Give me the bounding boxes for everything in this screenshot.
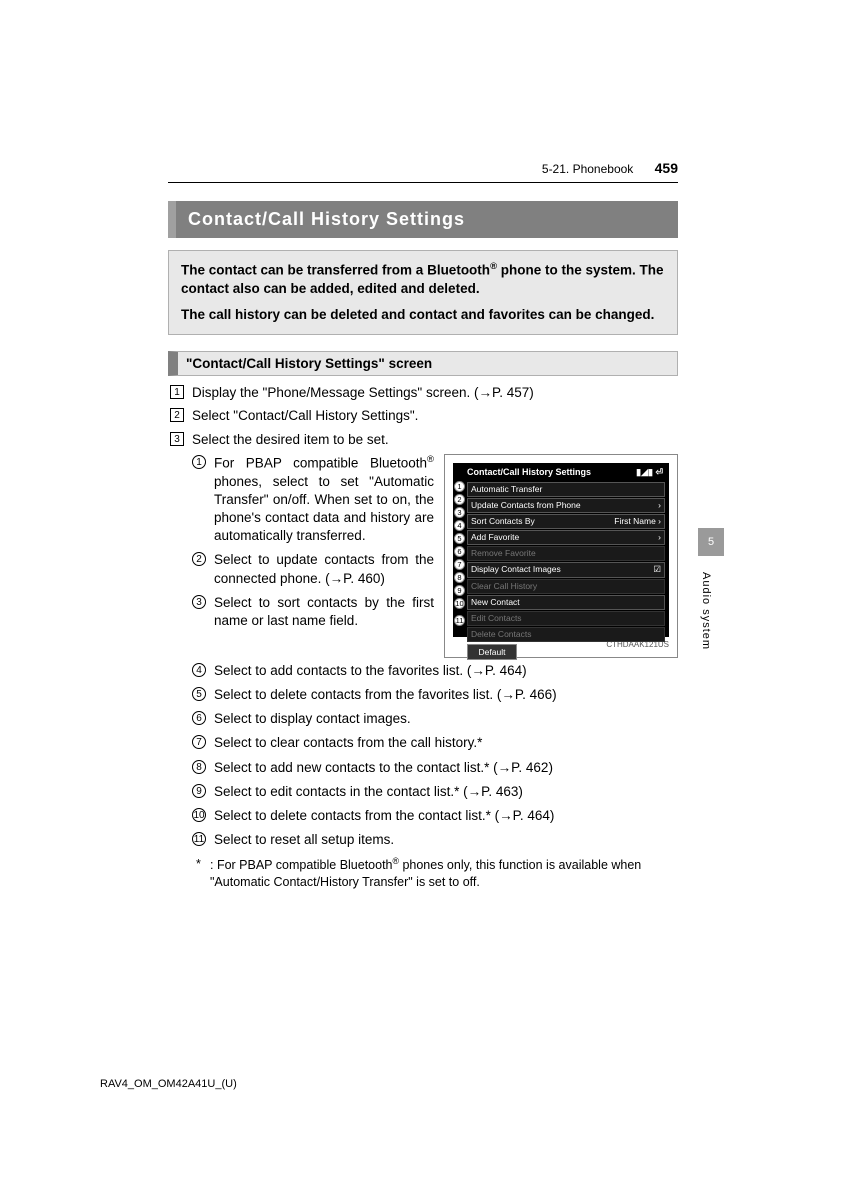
list-item: 9 Select to edit contacts in the contact … bbox=[190, 783, 678, 801]
page-number: 459 bbox=[655, 160, 678, 176]
device-screen: Contact/Call History Settings ▮◢▮ ⏎ Auto… bbox=[453, 463, 669, 637]
step-item: 3 Select the desired item to be set. bbox=[168, 431, 678, 449]
intro-paragraph-2: The call history can be deleted and cont… bbox=[181, 306, 665, 324]
item-marker: 8 bbox=[190, 760, 208, 777]
item-text: Select to edit contacts in the contact l… bbox=[214, 783, 523, 801]
section-subhead: "Contact/Call History Settings" screen bbox=[168, 351, 678, 376]
callout-number: 11 bbox=[454, 615, 465, 626]
callout-number: 4 bbox=[454, 520, 465, 531]
step-text: Select "Contact/Call History Settings". bbox=[192, 407, 418, 425]
callout-number: 8 bbox=[454, 572, 465, 583]
step-list: 1 Display the "Phone/Message Settings" sc… bbox=[168, 384, 678, 449]
item-marker: 10 bbox=[190, 808, 208, 825]
running-head: 5-21. Phonebook 459 bbox=[168, 160, 678, 183]
screenshot-figure: Contact/Call History Settings ▮◢▮ ⏎ Auto… bbox=[444, 454, 678, 658]
registered-mark: ® bbox=[490, 261, 497, 272]
screen-title-text: Contact/Call History Settings bbox=[467, 467, 591, 478]
callout-number: 6 bbox=[454, 546, 465, 557]
step-text: Select the desired item to be set. bbox=[192, 431, 389, 449]
item-text: Select to add contacts to the favorites … bbox=[214, 662, 527, 680]
menu-row: Display Contact Images☑ bbox=[467, 562, 665, 578]
step-text: Display the "Phone/Message Settings" scr… bbox=[192, 384, 534, 402]
item-marker: 3 bbox=[190, 595, 208, 630]
item-marker: 9 bbox=[190, 784, 208, 801]
figure-wrapper: Contact/Call History Settings ▮◢▮ ⏎ Auto… bbox=[444, 454, 678, 658]
asterisk-mark: * bbox=[196, 856, 210, 891]
item-text: Select to update contacts from the conne… bbox=[214, 551, 434, 587]
list-item: 2Select to update contacts from the conn… bbox=[190, 551, 434, 587]
chapter-label: Audio system bbox=[700, 572, 712, 650]
page-title: Contact/Call History Settings bbox=[168, 201, 678, 238]
list-item: 7 Select to clear contacts from the call … bbox=[190, 734, 678, 752]
list-item: 5 Select to delete contacts from the favo… bbox=[190, 686, 678, 704]
list-item: 3Select to sort contacts by the first na… bbox=[190, 594, 434, 630]
intro-paragraph-1: The contact can be transferred from a Bl… bbox=[181, 261, 665, 298]
menu-row: New Contact bbox=[467, 595, 665, 610]
callout-number: 10 bbox=[454, 598, 465, 609]
callout-number: 5 bbox=[454, 533, 465, 544]
menu-row: Edit Contacts bbox=[467, 611, 665, 626]
footnote-text: : For PBAP compatible Bluetooth® phones … bbox=[210, 856, 678, 891]
list-item: 10 Select to delete contacts from the con… bbox=[190, 807, 678, 825]
menu-row: Add Favorite› bbox=[467, 530, 665, 545]
menu-row: Update Contacts from Phone› bbox=[467, 498, 665, 513]
chapter-tab: 5 bbox=[698, 528, 724, 556]
list-item: 8 Select to add new contacts to the conta… bbox=[190, 759, 678, 777]
item-marker: 2 bbox=[190, 552, 208, 587]
page-content: 5-21. Phonebook 459 Contact/Call History… bbox=[168, 160, 678, 890]
item-text: Select to delete contacts from the conta… bbox=[214, 807, 554, 825]
step-marker: 3 bbox=[168, 432, 186, 449]
step-marker: 2 bbox=[168, 408, 186, 425]
callout-number: 1 bbox=[454, 481, 465, 492]
callout-number: 2 bbox=[454, 494, 465, 505]
list-item: 1For PBAP compatible Bluetooth® phones, … bbox=[190, 454, 434, 546]
menu-row: Sort Contacts ByFirst Name › bbox=[467, 514, 665, 529]
step-item: 2 Select "Contact/Call History Settings". bbox=[168, 407, 678, 425]
list-item: 4 Select to add contacts to the favorites… bbox=[190, 662, 678, 680]
callout-number: 3 bbox=[454, 507, 465, 518]
item-marker: 5 bbox=[190, 687, 208, 704]
callout-number: 7 bbox=[454, 559, 465, 570]
intro-box: The contact can be transferred from a Bl… bbox=[168, 250, 678, 335]
screen-title-bar: Contact/Call History Settings ▮◢▮ ⏎ bbox=[467, 467, 665, 478]
callout-number: 9 bbox=[454, 585, 465, 596]
item-marker: 11 bbox=[190, 832, 208, 849]
item-marker: 1 bbox=[190, 455, 208, 546]
item-text: Select to sort contacts by the first nam… bbox=[214, 594, 434, 630]
two-column-row: 1For PBAP compatible Bluetooth® phones, … bbox=[168, 454, 678, 658]
item-text: Select to add new contacts to the contac… bbox=[214, 759, 553, 777]
menu-row: Clear Call History bbox=[467, 579, 665, 594]
item-text: Select to delete contacts from the favor… bbox=[214, 686, 557, 704]
item-text: For PBAP compatible Bluetooth® phones, s… bbox=[214, 454, 434, 546]
footnote: * : For PBAP compatible Bluetooth® phone… bbox=[168, 856, 678, 891]
default-button: Default bbox=[467, 644, 517, 660]
document-footer: RAV4_OM_OM42A41U_(U) bbox=[100, 1078, 237, 1090]
list-item: 6 Select to display contact images. bbox=[190, 710, 678, 728]
item-marker: 7 bbox=[190, 735, 208, 752]
menu-row: Delete Contacts bbox=[467, 627, 665, 642]
menu-row: Remove Favorite bbox=[467, 546, 665, 561]
left-item-list: 1For PBAP compatible Bluetooth® phones, … bbox=[168, 454, 434, 658]
full-item-list: 4 Select to add contacts to the favorites… bbox=[168, 662, 678, 850]
item-text: Select to reset all setup items. bbox=[214, 831, 394, 849]
item-marker: 6 bbox=[190, 711, 208, 728]
item-text: Select to display contact images. bbox=[214, 710, 411, 728]
section-label: 5-21. Phonebook bbox=[542, 162, 633, 176]
item-text: Select to clear contacts from the call h… bbox=[214, 734, 482, 752]
step-item: 1 Display the "Phone/Message Settings" sc… bbox=[168, 384, 678, 402]
status-icons: ▮◢▮ ⏎ bbox=[636, 467, 663, 478]
step-marker: 1 bbox=[168, 385, 186, 402]
menu-row: Automatic Transfer bbox=[467, 482, 665, 497]
item-marker: 4 bbox=[190, 663, 208, 680]
list-item: 11 Select to reset all setup items. bbox=[190, 831, 678, 849]
